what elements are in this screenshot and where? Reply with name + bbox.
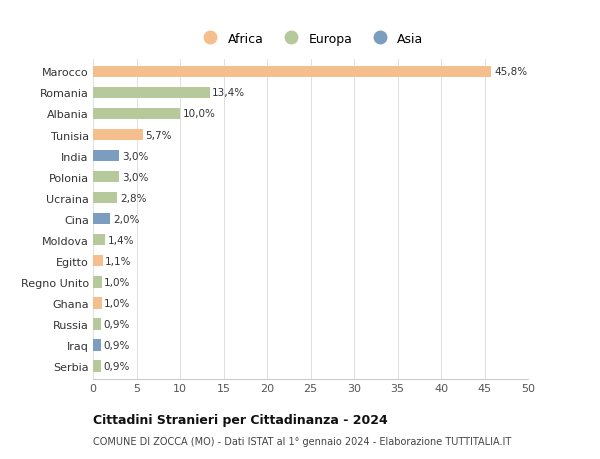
Bar <box>93 255 103 267</box>
Bar <box>93 360 101 372</box>
Text: 2,8%: 2,8% <box>120 193 146 203</box>
Bar <box>93 171 119 183</box>
Bar <box>93 319 101 330</box>
Text: 0,9%: 0,9% <box>103 340 130 350</box>
Bar <box>93 129 143 141</box>
Text: 1,0%: 1,0% <box>104 277 131 287</box>
Bar <box>93 192 118 204</box>
Text: 1,0%: 1,0% <box>104 298 131 308</box>
Text: 0,9%: 0,9% <box>103 319 130 329</box>
Bar <box>93 297 102 309</box>
Bar <box>93 67 491 78</box>
Text: 10,0%: 10,0% <box>182 109 215 119</box>
Text: 3,0%: 3,0% <box>122 172 148 182</box>
Legend: Africa, Europa, Asia: Africa, Europa, Asia <box>193 28 428 50</box>
Bar <box>93 276 102 288</box>
Text: 0,9%: 0,9% <box>103 361 130 371</box>
Text: COMUNE DI ZOCCA (MO) - Dati ISTAT al 1° gennaio 2024 - Elaborazione TUTTITALIA.I: COMUNE DI ZOCCA (MO) - Dati ISTAT al 1° … <box>93 436 511 446</box>
Text: Cittadini Stranieri per Cittadinanza - 2024: Cittadini Stranieri per Cittadinanza - 2… <box>93 413 388 426</box>
Bar <box>93 151 119 162</box>
Text: 5,7%: 5,7% <box>145 130 172 140</box>
Text: 13,4%: 13,4% <box>212 88 245 98</box>
Text: 1,4%: 1,4% <box>108 235 134 245</box>
Text: 45,8%: 45,8% <box>494 67 527 77</box>
Text: 2,0%: 2,0% <box>113 214 139 224</box>
Bar <box>93 235 105 246</box>
Bar <box>93 88 209 99</box>
Text: 3,0%: 3,0% <box>122 151 148 161</box>
Bar <box>93 213 110 225</box>
Bar <box>93 339 101 351</box>
Bar <box>93 108 180 120</box>
Text: 1,1%: 1,1% <box>105 256 131 266</box>
